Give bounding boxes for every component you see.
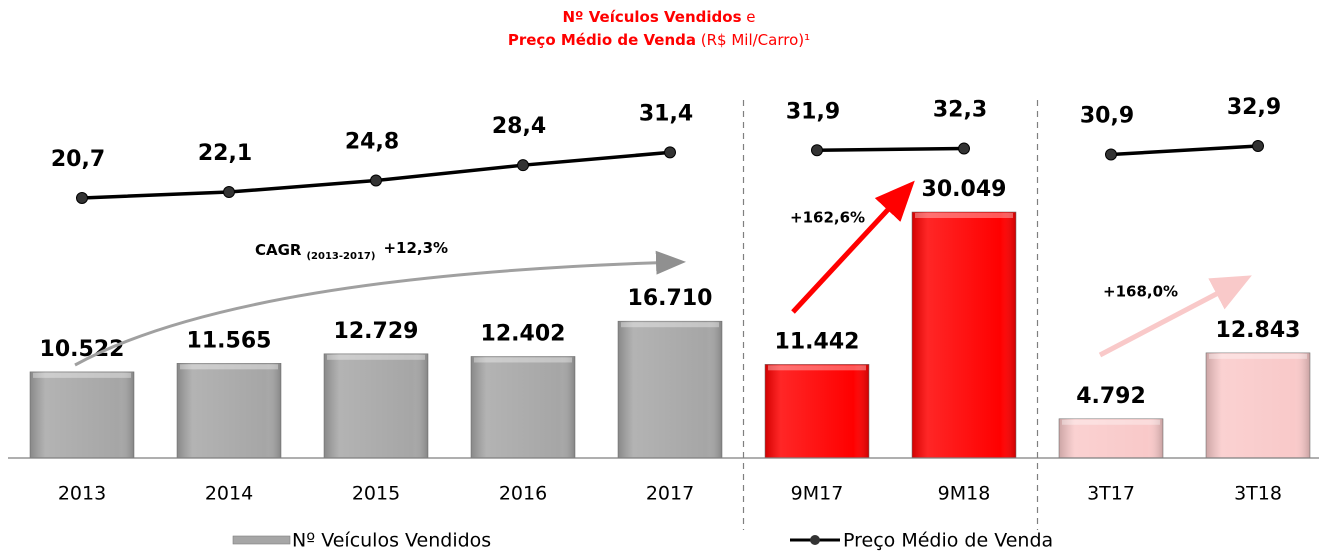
- price-label: 24,8: [345, 130, 399, 155]
- price-marker: [223, 186, 235, 199]
- bar-label: 4.792: [1076, 384, 1146, 409]
- cagr-period: (2013-2017): [306, 251, 375, 262]
- x-tick-label: 2015: [352, 483, 400, 505]
- x-tick-label: 3T17: [1087, 483, 1135, 505]
- cagr-arrow: [74, 250, 686, 367]
- x-tick-label: 2014: [205, 483, 253, 505]
- bar-label: 30.049: [922, 177, 1007, 202]
- price-marker: [370, 174, 382, 187]
- bar-label: 10.522: [40, 337, 125, 362]
- title-line-2: Preço Médio de Venda (R$ Mil/Carro)¹: [508, 31, 810, 49]
- growth-label: +162,6%: [790, 209, 865, 227]
- bar-label: 12.843: [1216, 318, 1301, 343]
- cagr-text: CAGR: [255, 241, 302, 259]
- x-tick-label: 2016: [499, 483, 547, 505]
- legend-swatch: [232, 535, 291, 545]
- bar-label: 11.442: [775, 329, 860, 354]
- bar-shade: [324, 353, 428, 458]
- x-tick-label: 9M17: [791, 483, 844, 505]
- price-label: 32,9: [1227, 95, 1281, 120]
- growth-label: +168,0%: [1103, 283, 1178, 301]
- price-marker: [664, 146, 676, 159]
- title-part: Nº Veículos Vendidos: [563, 8, 742, 26]
- bar-shade: [912, 212, 1016, 458]
- x-tick-label: 2017: [646, 483, 694, 505]
- bar-cap: [474, 357, 572, 363]
- legend-label: Preço Médio de Venda: [843, 530, 1053, 552]
- cagr-value: +12,3%: [383, 239, 448, 257]
- price-marker: [811, 144, 823, 157]
- x-tick-label: 3T18: [1234, 483, 1282, 505]
- bar-shade: [618, 321, 722, 458]
- bar-shade: [30, 371, 134, 458]
- bar-cap: [915, 213, 1013, 218]
- title-line-1: Nº Veículos Vendidos e: [563, 8, 756, 26]
- bar-cap: [33, 372, 131, 378]
- bar-cap: [1062, 419, 1160, 425]
- price-label: 32,3: [933, 98, 987, 123]
- bar-label: 12.729: [334, 319, 419, 344]
- bar-label: 12.402: [481, 321, 566, 346]
- price-line: [1110, 144, 1259, 157]
- x-tick-label: 2013: [58, 483, 106, 505]
- legend-label: Nº Veículos Vendidos: [292, 530, 491, 552]
- price-line: [816, 146, 965, 153]
- bar-shade: [1206, 352, 1310, 458]
- price-label: 22,1: [198, 141, 252, 166]
- bar-shade: [471, 356, 575, 458]
- bar-shade: [765, 364, 869, 458]
- bar-cap: [621, 322, 719, 328]
- title-part: e: [742, 8, 756, 26]
- legend-swatch: [810, 535, 820, 545]
- price-label: 31,4: [639, 101, 693, 126]
- bar-cap: [1209, 353, 1307, 359]
- legend: Nº Veículos Vendidos Preço Médio de Venda: [232, 530, 1053, 552]
- price-label: 20,7: [51, 147, 105, 172]
- price-label: 30,9: [1080, 104, 1134, 129]
- price-marker: [76, 192, 88, 204]
- growth-arrow: [1098, 275, 1252, 358]
- price-marker: [1105, 148, 1117, 161]
- price-label: 28,4: [492, 114, 546, 139]
- title-part: (R$ Mil/Carro)¹: [696, 31, 810, 49]
- bar-label: 16.710: [628, 286, 713, 311]
- bar-cap: [768, 365, 866, 371]
- bar-shade: [177, 363, 281, 458]
- plot: 10.522 2013 11.565 2014 12.729 2015 12.402 2016…: [8, 95, 1319, 552]
- price-label: 31,9: [786, 99, 840, 124]
- price-marker: [517, 159, 529, 172]
- growth-arrow: [791, 180, 915, 314]
- bar-label: 11.565: [187, 328, 272, 353]
- price-marker: [1252, 140, 1264, 152]
- bar-cap: [327, 354, 425, 360]
- title-part: Preço Médio de Venda: [508, 31, 696, 49]
- x-tick-label: 9M18: [938, 483, 991, 505]
- price-marker: [958, 142, 970, 155]
- bar-cap: [180, 364, 278, 370]
- cagr-label: CAGR (2013-2017) +12,3%: [255, 239, 448, 263]
- bar-shade: [1059, 418, 1163, 458]
